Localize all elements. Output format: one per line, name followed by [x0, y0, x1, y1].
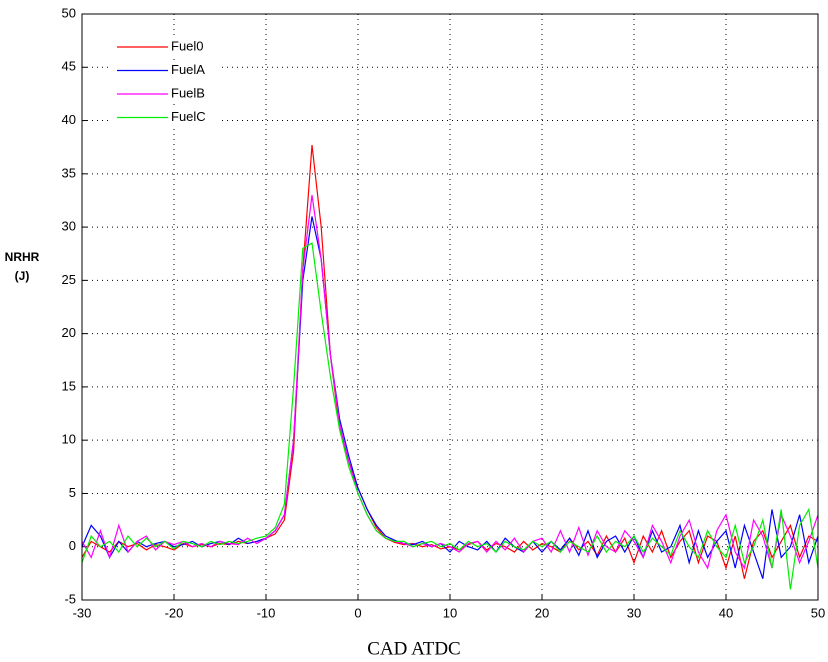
x-axis-label: CAD ATDC — [367, 638, 460, 659]
plot-frame — [81, 13, 819, 601]
y-tick-label: 10 — [62, 432, 76, 447]
legend-label: Fuel0 — [171, 38, 204, 53]
data-line — [81, 242, 819, 590]
y-tick-label: 15 — [62, 378, 76, 393]
legend-label: FuelA — [171, 62, 205, 77]
x-tick-label: 50 — [811, 605, 825, 620]
y-tick-label: 30 — [62, 219, 76, 234]
y-tick-label: 25 — [62, 272, 76, 287]
x-tick-label: 20 — [535, 605, 549, 620]
y-tick-label: -5 — [64, 591, 76, 606]
y-tick-label: 50 — [62, 5, 76, 20]
legend-label: FuelB — [171, 85, 205, 100]
y-tick-label: 5 — [69, 485, 76, 500]
x-tick-label: -30 — [73, 605, 92, 620]
y-tick-label: 35 — [62, 165, 76, 180]
y-tick-label: 45 — [62, 59, 76, 74]
data-line — [81, 144, 819, 579]
y-tick-label: 40 — [62, 112, 76, 127]
legend-label: FuelC — [171, 109, 206, 124]
x-tick-label: -10 — [257, 605, 276, 620]
y-axis-label: NRHR — [5, 250, 40, 264]
x-tick-label: 0 — [354, 605, 361, 620]
y-tick-label: 20 — [62, 325, 76, 340]
y-tick-label: 0 — [69, 538, 76, 553]
x-tick-label: 40 — [719, 605, 733, 620]
x-tick-label: 10 — [443, 605, 457, 620]
x-tick-label: 30 — [627, 605, 641, 620]
x-tick-label: -20 — [165, 605, 184, 620]
y-axis-label: (J) — [15, 269, 30, 283]
data-line — [81, 195, 819, 570]
